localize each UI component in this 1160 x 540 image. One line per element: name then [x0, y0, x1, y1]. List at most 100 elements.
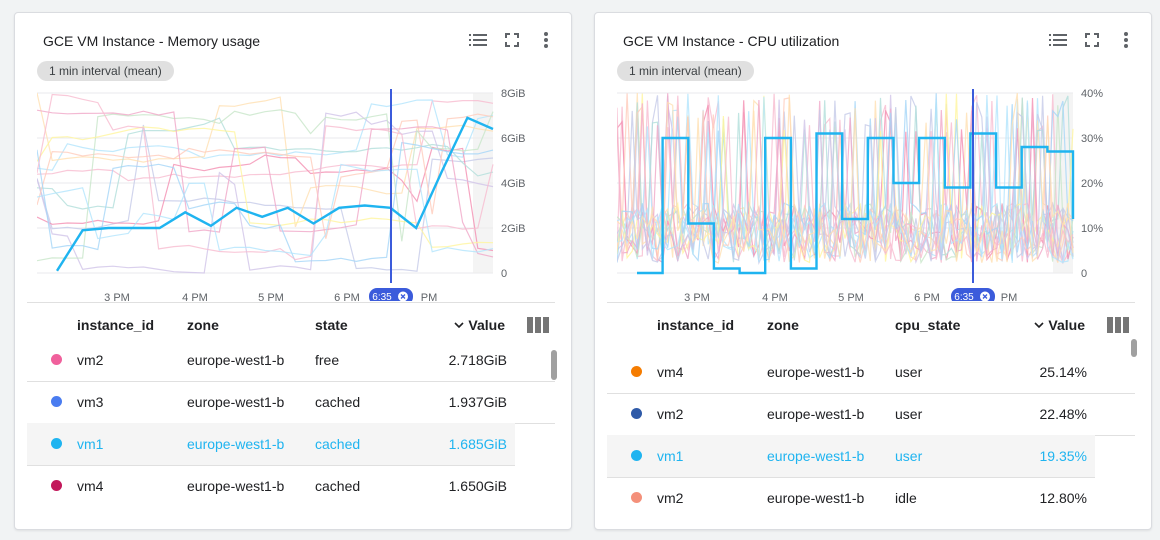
instance-id-cell: vm2: [657, 490, 684, 505]
sort-desc-icon: [1034, 322, 1044, 329]
state-cell: user: [895, 364, 923, 380]
fullscreen-icon[interactable]: [501, 29, 523, 51]
interval-chip[interactable]: 1 min interval (mean): [37, 61, 174, 81]
column-header-instance-id[interactable]: instance_id: [657, 317, 735, 333]
time-cursor-chip[interactable]: 6:35: [951, 288, 995, 301]
column-picker-icon[interactable]: [527, 317, 549, 336]
column-header-zone[interactable]: zone: [767, 317, 799, 333]
value-cell: 12.80%: [1039, 490, 1087, 505]
series-color-dot: [631, 450, 642, 461]
column-header-instance-id[interactable]: instance_id: [77, 317, 155, 333]
x-tick-label: 5 PM: [838, 292, 864, 301]
x-tick-label: PM: [421, 292, 438, 301]
instance-id-cell: vm2: [657, 406, 684, 422]
state-cell: cached: [315, 394, 361, 410]
card-toolbar: [1047, 29, 1137, 51]
table-scrollbar[interactable]: [551, 350, 557, 380]
state-cell: user: [895, 406, 923, 422]
column-header-cpu-state[interactable]: cpu_state: [895, 317, 961, 333]
background-series-line: [37, 163, 494, 257]
column-header-zone[interactable]: zone: [187, 317, 219, 333]
table-row[interactable]: vm3 europe-west1-b cached 1.937GiB: [27, 381, 555, 424]
zone-cell: europe-west1-b: [187, 478, 285, 494]
value-cell: 1.937GiB: [448, 394, 507, 410]
instance-id-cell: vm1: [77, 436, 104, 452]
series-color-dot: [51, 480, 62, 491]
series-line-vm1[interactable]: [637, 132, 1075, 275]
instance-id-cell: vm4: [657, 364, 684, 380]
series-color-dot: [631, 408, 642, 419]
table-rows: vm4 europe-west1-b user 25.14% vm2 europe-wes…: [607, 345, 1135, 505]
interval-chip[interactable]: 1 min interval (mean): [617, 61, 754, 81]
recent-region: [1053, 93, 1073, 273]
instance-id-cell: vm2: [77, 352, 104, 368]
table-row[interactable]: vm1 europe-west1-b cached 1.685GiB: [27, 423, 515, 466]
more-options-icon[interactable]: [535, 29, 557, 51]
background-series-line: [617, 95, 1074, 266]
memory-usage-card: GCE VM Instance - Memory usage 1 min int…: [14, 12, 572, 530]
card-title: GCE VM Instance - Memory usage: [43, 33, 261, 49]
column-header-value[interactable]: Value: [454, 317, 505, 333]
value-cell: 2.718GiB: [448, 352, 507, 368]
series-color-dot: [51, 396, 62, 407]
column-header-value[interactable]: Value: [1034, 317, 1085, 333]
divider: [27, 302, 555, 303]
zone-cell: europe-west1-b: [767, 448, 865, 464]
card-title: GCE VM Instance - CPU utilization: [623, 33, 840, 49]
table-row[interactable]: vm1 europe-west1-b user 19.35%: [607, 435, 1095, 478]
background-series-line: [37, 92, 494, 228]
instance-id-cell: vm4: [77, 478, 104, 494]
legend-list-icon[interactable]: [467, 29, 489, 51]
zone-cell: europe-west1-b: [187, 352, 285, 368]
zone-cell: europe-west1-b: [187, 394, 285, 410]
more-options-icon[interactable]: [1115, 29, 1137, 51]
series-color-dot: [631, 366, 642, 377]
table-row[interactable]: vm2 europe-west1-b idle 12.80%: [607, 477, 1135, 505]
background-series-line: [37, 141, 494, 263]
y-tick-label: 30%: [1081, 133, 1103, 145]
cpu-utilization-card: GCE VM Instance - CPU utilization 1 min …: [594, 12, 1152, 530]
cpu-utilization-chart[interactable]: 40% 30% 20% 10% 0 3 PM 4 PM 5 PM 6 PM PM 6:35: [617, 89, 1131, 301]
series-color-dot: [51, 354, 62, 365]
x-tick-label: 3 PM: [104, 292, 130, 301]
table-row[interactable]: vm4 europe-west1-b user 25.14%: [607, 351, 1135, 394]
x-tick-label: 4 PM: [182, 292, 208, 301]
value-cell: 1.685GiB: [448, 436, 507, 452]
table-row[interactable]: vm2 europe-west1-b free 2.718GiB: [27, 345, 555, 382]
instance-id-cell: vm1: [657, 448, 684, 464]
series-line-vm1[interactable]: [55, 116, 494, 272]
table-row[interactable]: vm2 europe-west1-b user 22.48%: [607, 393, 1135, 436]
x-tick-label: PM: [1001, 292, 1018, 301]
time-cursor-label: 6:35: [954, 292, 974, 301]
state-cell: cached: [315, 436, 361, 452]
series-color-dot: [631, 492, 642, 503]
background-series-line: [37, 126, 494, 248]
x-tick-label: 6 PM: [914, 292, 940, 301]
zone-cell: europe-west1-b: [767, 364, 865, 380]
background-series-line: [617, 95, 1074, 263]
x-tick-label: 5 PM: [258, 292, 284, 301]
table-scrollbar[interactable]: [1131, 339, 1137, 357]
sort-desc-icon: [454, 322, 464, 329]
zone-cell: europe-west1-b: [767, 490, 865, 505]
value-cell: 22.48%: [1039, 406, 1087, 422]
table-header: instance_id zone cpu_state Value: [607, 313, 1135, 341]
table-rows: vm2 europe-west1-b free 2.718GiB vm3 europe-w…: [27, 345, 555, 505]
column-picker-icon[interactable]: [1107, 317, 1129, 336]
fullscreen-icon[interactable]: [1081, 29, 1103, 51]
column-header-value-label: Value: [468, 317, 505, 333]
value-cell: 25.14%: [1039, 364, 1087, 380]
x-tick-label: 3 PM: [684, 292, 710, 301]
column-header-state[interactable]: state: [315, 317, 348, 333]
table-row[interactable]: vm4 europe-west1-b cached 1.650GiB: [27, 465, 555, 505]
y-tick-label: 0: [1081, 268, 1087, 280]
y-tick-label: 20%: [1081, 178, 1103, 190]
legend-list-icon[interactable]: [1047, 29, 1069, 51]
state-cell: cached: [315, 478, 361, 494]
zone-cell: europe-west1-b: [767, 406, 865, 422]
x-tick-label: 4 PM: [762, 292, 788, 301]
memory-usage-chart[interactable]: 8GiB 6GiB 4GiB 2GiB 0 3 PM 4 PM 5 PM 6 PM PM 6:35: [37, 89, 551, 301]
state-cell: free: [315, 352, 340, 368]
background-series-line: [37, 111, 494, 274]
time-cursor-chip[interactable]: 6:35: [369, 288, 413, 301]
